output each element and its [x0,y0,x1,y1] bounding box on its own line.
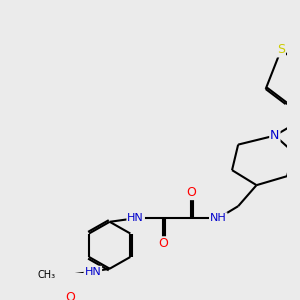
Text: O: O [158,237,168,250]
Text: HN: HN [127,213,144,223]
Text: NH: NH [210,213,227,223]
Text: HN: HN [85,267,101,277]
Text: O: O [65,291,75,300]
Text: O: O [186,186,196,199]
Text: CH₃: CH₃ [38,270,56,280]
Text: S: S [277,44,285,56]
Text: N: N [270,129,280,142]
